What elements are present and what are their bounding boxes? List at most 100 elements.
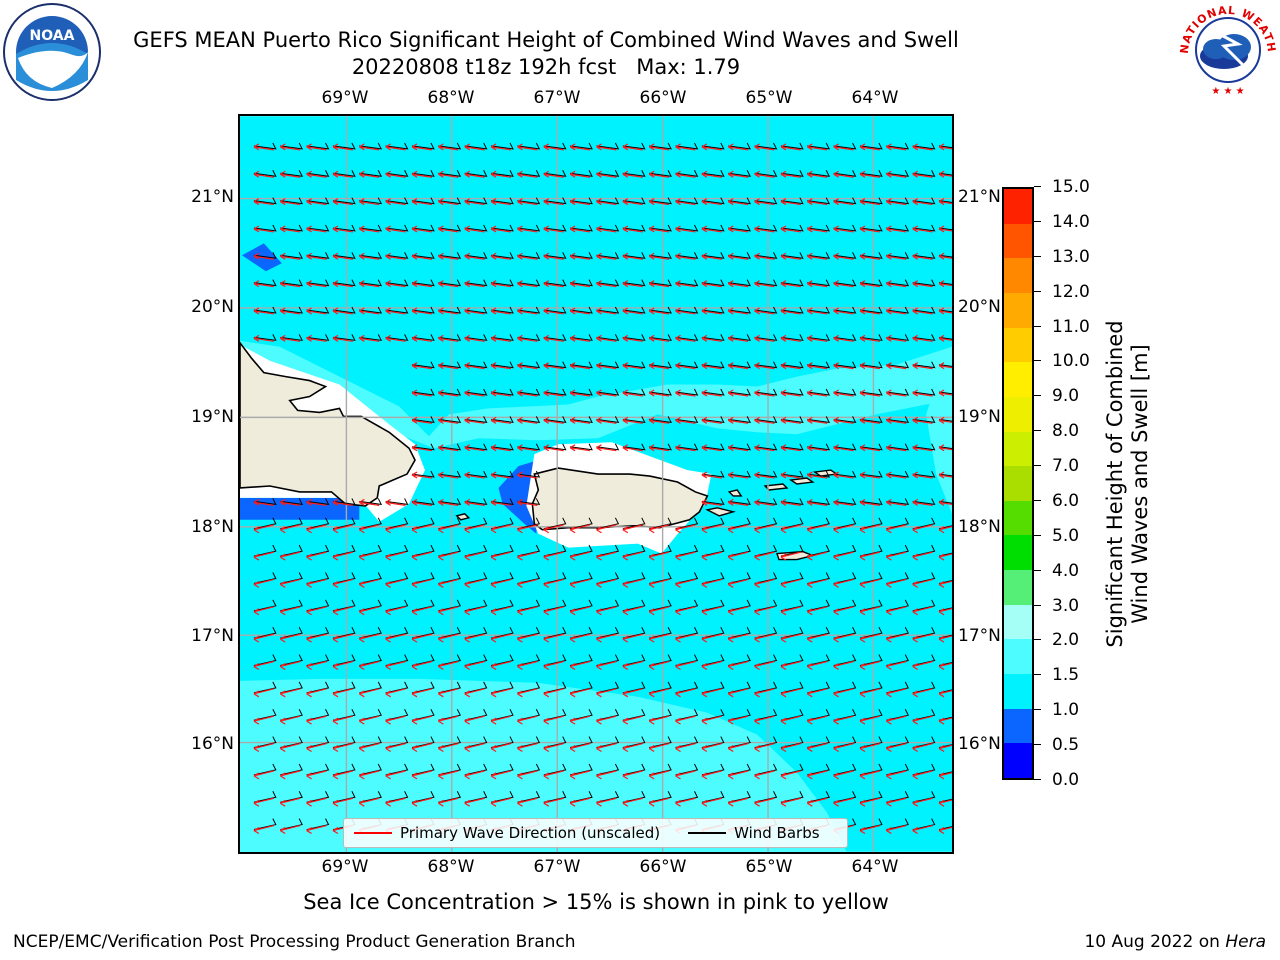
wind-barb (306, 654, 330, 666)
wind-barb (807, 599, 830, 612)
wave-direction-arrow (859, 280, 880, 288)
wind-barb (649, 763, 672, 776)
wave-vector (596, 142, 620, 151)
wave-direction-arrow (807, 770, 828, 780)
wave-direction-arrow (622, 280, 643, 288)
wave-vector (359, 572, 382, 588)
wind-barb (780, 224, 804, 232)
wind-barb (332, 252, 356, 259)
wind-barb (280, 626, 303, 639)
wind-barb (517, 197, 541, 205)
wave-direction-arrow (622, 362, 643, 370)
wind-barb (543, 170, 567, 177)
wave-direction-arrow (438, 471, 459, 479)
wave-direction-arrow (754, 362, 775, 370)
wave-vector (596, 416, 620, 424)
wind-barb (649, 416, 672, 423)
wave-direction-arrow (807, 280, 828, 288)
wind-barb (859, 306, 883, 314)
wave-vector (754, 681, 778, 698)
wind-barb (859, 416, 883, 423)
wave-direction-arrow (675, 307, 696, 315)
wave-direction-arrow (464, 170, 485, 178)
wind-barb (570, 599, 593, 612)
wind-barb (886, 544, 909, 557)
wave-direction-arrow (411, 715, 433, 725)
wave-vector (780, 599, 804, 616)
wind-barb (886, 517, 909, 530)
wave-direction-arrow (727, 334, 749, 342)
wave-direction-arrow (569, 198, 591, 206)
wave-vector (490, 763, 514, 780)
wave-vector (754, 626, 778, 643)
wave-direction-arrow (438, 198, 459, 206)
wind-barb (253, 279, 277, 287)
wind-barb (411, 416, 435, 423)
wave-vector (359, 681, 382, 698)
wave-vector (675, 170, 699, 178)
wind-barb (385, 654, 409, 666)
wind-barb (491, 306, 514, 314)
wave-direction-arrow (780, 362, 801, 370)
wind-barb (833, 197, 857, 205)
wave-direction-arrow (438, 307, 459, 315)
noaa-logo: NOAA (3, 3, 101, 101)
wave-vector (754, 252, 778, 260)
wave-direction-arrow (833, 551, 854, 561)
wave-vector (411, 197, 435, 206)
wind-barb (886, 416, 910, 423)
wave-vector (648, 763, 672, 780)
wave-direction-arrow (622, 416, 643, 424)
wave-vector (648, 388, 672, 397)
wave-direction-arrow (306, 498, 327, 506)
wave-direction-arrow (727, 143, 749, 151)
lat-label-left: 21°N (191, 187, 234, 207)
wave-vector (279, 224, 304, 233)
wind-barb (517, 306, 541, 314)
colorbar-tick (1034, 465, 1041, 467)
colorbar-tick-label: 3.0 (1052, 595, 1080, 616)
wave-vector (490, 197, 514, 206)
wind-barb (543, 142, 567, 150)
wave-vector (727, 544, 751, 561)
wind-barb (912, 416, 936, 423)
wave-direction-arrow (279, 524, 301, 534)
wave-direction-arrow (253, 551, 274, 561)
wave-direction-arrow (306, 551, 327, 561)
wind-barb (385, 170, 409, 177)
wave-direction-arrow (754, 416, 775, 424)
wave-vector (332, 736, 356, 753)
wave-vector (938, 771, 952, 780)
wave-direction-arrow (754, 688, 775, 698)
wave-direction-arrow (438, 252, 459, 260)
wave-direction-arrow (622, 770, 643, 780)
wave-vector (833, 544, 857, 561)
wind-barb (833, 470, 857, 478)
wave-vector (464, 388, 488, 397)
wave-vector (359, 544, 382, 561)
wave-direction-arrow (411, 280, 433, 288)
wind-barb (701, 626, 725, 639)
wave-vector (938, 334, 952, 342)
wind-barb (411, 599, 435, 612)
wave-vector (780, 709, 804, 725)
wave-vector (701, 763, 725, 780)
wind-barb (570, 197, 593, 205)
wind-barb (675, 681, 699, 694)
wave-vector (411, 142, 435, 151)
wind-barb (701, 498, 725, 506)
wind-barb (886, 681, 909, 694)
wind-barb (780, 416, 804, 423)
wave-vector (859, 197, 883, 206)
wave-vector (253, 498, 277, 506)
wind-barb (411, 736, 435, 749)
wind-barb (754, 791, 778, 803)
wave-direction-arrow (754, 742, 775, 753)
wave-direction-arrow (622, 170, 643, 178)
wave-direction-arrow (701, 416, 722, 424)
wave-direction-arrow (754, 578, 775, 588)
wave-direction-arrow (306, 715, 327, 725)
wave-direction-arrow (701, 660, 722, 670)
wave-direction-arrow (701, 198, 722, 206)
wind-barb (490, 626, 514, 639)
